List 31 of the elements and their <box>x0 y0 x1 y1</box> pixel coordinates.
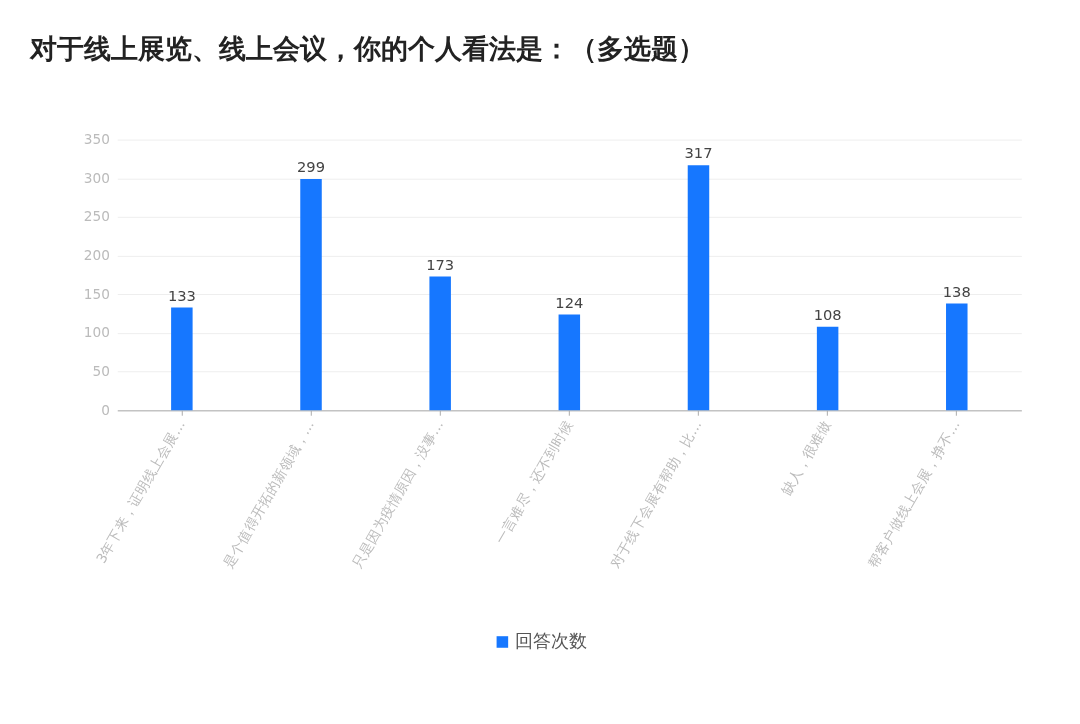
chart-title: 对于线上展览、线上会议，你的个人看法是：（多选题） <box>28 33 705 65</box>
bar <box>687 165 710 411</box>
y-tick-label: 0 <box>101 401 110 418</box>
data-label: 317 <box>684 144 713 162</box>
x-tick-label: 一言难尽，还不到时候 <box>491 417 576 547</box>
data-label: 124 <box>555 293 584 311</box>
data-label: 133 <box>167 286 196 304</box>
bar <box>558 314 581 411</box>
data-label: 138 <box>942 282 971 300</box>
legend-label: 回答次数 <box>515 630 588 651</box>
x-tick-label: 对于线下会展有帮助，比… <box>606 417 705 571</box>
x-tick-label: 帮客户做线上会展，挣不… <box>865 417 963 571</box>
y-tick-label: 250 <box>83 208 110 225</box>
data-label: 108 <box>813 305 842 323</box>
data-label: 173 <box>426 255 455 273</box>
y-tick-label: 100 <box>83 324 110 341</box>
bar <box>816 326 839 411</box>
x-tick-label: 缺人，很难做 <box>777 417 834 498</box>
bar <box>946 303 968 411</box>
data-label: 299 <box>297 158 326 176</box>
x-tick-label: 3年下来，证明线上会展… <box>92 417 188 566</box>
y-tick-label: 200 <box>83 247 110 264</box>
bar <box>300 179 322 411</box>
y-tick-label: 300 <box>83 169 110 186</box>
x-tick-label: 只是因为疫情原因，没事… <box>348 417 447 571</box>
y-tick-label: 150 <box>83 285 110 302</box>
x-tick-label: 是个值得开拓的新领域，… <box>219 417 317 571</box>
bar <box>171 307 193 411</box>
bar <box>429 276 451 411</box>
y-tick-label: 50 <box>92 363 110 380</box>
y-tick-label: 350 <box>83 131 110 148</box>
